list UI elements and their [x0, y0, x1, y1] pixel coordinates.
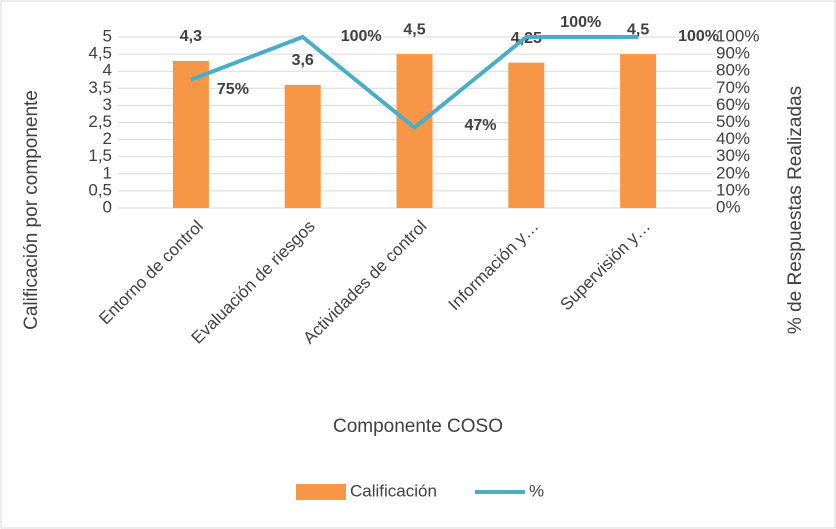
y2-axis-title: % de Respuestas Realizadas [785, 86, 806, 334]
y2-tick-label: 10% [716, 180, 750, 199]
line-series [190, 35, 639, 130]
y2-tick-label: 20% [716, 163, 750, 182]
y-tick-label: 2 [103, 129, 112, 148]
x-axis-title: Componente COSO [333, 416, 503, 437]
y2-tick-label: 60% [716, 95, 750, 114]
y-tick-label: 0 [103, 197, 112, 216]
legend-swatch [296, 484, 346, 500]
legend-label: % [529, 481, 544, 500]
y-tick-label: 2,5 [88, 112, 112, 131]
y-tick-label: 3 [103, 95, 112, 114]
bar [284, 84, 321, 208]
bar-value-label: 3,6 [292, 52, 314, 69]
y2-tick-label: 100% [716, 26, 759, 45]
y2-tick-label: 50% [716, 112, 750, 131]
y-tick-label: 0,5 [88, 180, 112, 199]
y-axis-title: Calificación por componente [21, 90, 42, 330]
y2-tick-label: 90% [716, 44, 750, 63]
y-tick-label: 3,5 [88, 78, 112, 97]
line-value-label: 100% [678, 28, 719, 45]
y2-tick-label: 0% [716, 197, 741, 216]
bar-value-label: 4,3 [180, 28, 202, 45]
y-tick-label: 4 [103, 61, 112, 80]
y2-tick-label: 40% [716, 129, 750, 148]
y2-tick-label: 70% [716, 78, 750, 97]
bar-value-label: 4,5 [627, 21, 649, 38]
legend-label: Calificación [350, 481, 437, 500]
bar [396, 54, 433, 208]
bar [172, 60, 209, 208]
line-value-label: 75% [217, 81, 249, 98]
line-value-label: 100% [341, 28, 382, 45]
y-tick-label: 5 [103, 26, 112, 45]
y-tick-label: 4,5 [88, 44, 112, 63]
line-value-label: 47% [465, 117, 497, 134]
y2-tick-label: 30% [716, 146, 750, 165]
y-tick-label: 1 [103, 163, 112, 182]
bar [508, 62, 545, 209]
y2-tick-label: 80% [716, 61, 750, 80]
bar [620, 54, 657, 208]
bar-value-label: 4,5 [403, 21, 425, 38]
y-tick-label: 1,5 [88, 146, 112, 165]
line-value-label: 100% [560, 14, 601, 31]
